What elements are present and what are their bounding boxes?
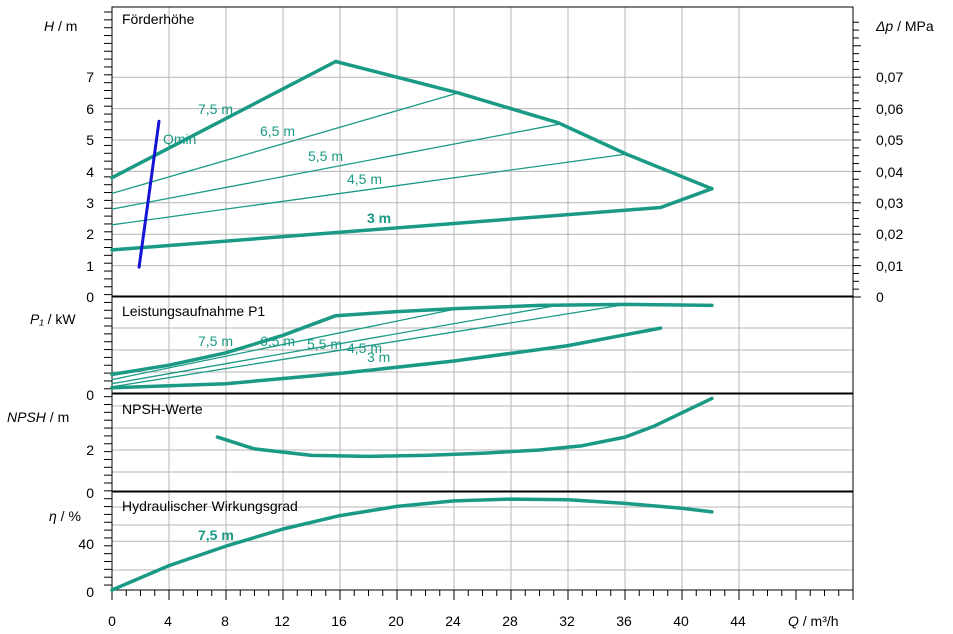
y-tick-labels-head: 0 1 2 3 4 5 6 7 bbox=[86, 69, 94, 305]
right-tick-label: 0,07 bbox=[876, 69, 903, 85]
curve-7-5-m-p0 bbox=[110, 59, 338, 180]
x-tick-label: 28 bbox=[502, 613, 518, 629]
qmin-label: Qmin bbox=[163, 131, 196, 147]
curve-6-5-m-p0 bbox=[111, 92, 459, 195]
speed-label-7-5: 7,5 m bbox=[198, 101, 233, 117]
y-tick-label-eff: 40 bbox=[78, 536, 94, 552]
y-tick-label-power: 0 bbox=[86, 387, 94, 403]
curve-5-5-m-p1 bbox=[111, 304, 559, 385]
y-tick-label: 0 bbox=[86, 289, 94, 305]
right-tick-label: 0,04 bbox=[876, 164, 903, 180]
curve-3-m-p0 bbox=[110, 186, 714, 252]
curve-5-5-m-p0 bbox=[111, 123, 559, 210]
curve-7-5-m-p1 bbox=[110, 302, 714, 377]
panel-frame bbox=[111, 6, 854, 298]
speed-label-6-5: 6,5 m bbox=[260, 123, 295, 139]
right-tick-label: 0 bbox=[876, 289, 884, 305]
right-tick-label: 0,03 bbox=[876, 195, 903, 211]
y-tick-labels-pressure: 0 0,01 0,02 0,03 0,04 0,05 0,06 0,07 bbox=[876, 69, 903, 305]
power-label-5-5: 5,5 m bbox=[307, 336, 342, 352]
y-tick-label-eff: 0 bbox=[86, 584, 94, 600]
ylabel-power: P₁ / kW bbox=[30, 311, 76, 327]
right-tick-label: 0,01 bbox=[876, 258, 903, 274]
panel-frame bbox=[111, 393, 854, 493]
y-tick-label: 5 bbox=[86, 132, 94, 148]
eff-label-7-5: 7,5 m bbox=[198, 527, 234, 543]
speed-label-5-5: 5,5 m bbox=[308, 148, 343, 164]
curve-4-5-m-p1 bbox=[111, 303, 628, 388]
speed-labels-head: 7,5 m 6,5 m 5,5 m 4,5 m 3 m Qmin bbox=[163, 101, 391, 226]
power-label-4-5: 4,5 m bbox=[347, 340, 382, 356]
y-tick-label: 3 bbox=[86, 195, 94, 211]
x-tick-label: 44 bbox=[730, 613, 746, 629]
curve-layer bbox=[110, 59, 714, 592]
y-tick-label: 2 bbox=[86, 226, 94, 242]
y-tick-label-npsh: 0 bbox=[86, 485, 94, 501]
right-tick-label: 0,06 bbox=[876, 101, 903, 117]
y-tick-label: 6 bbox=[86, 101, 94, 117]
right-tick-label: 0,05 bbox=[876, 132, 903, 148]
power-label-3: 3 m bbox=[367, 349, 390, 365]
curve-7-5-m-p3 bbox=[110, 497, 714, 592]
x-tick-labels: 0 4 8 12 16 20 24 28 32 36 40 44 bbox=[108, 613, 746, 629]
x-tick-label: 8 bbox=[221, 613, 229, 629]
speed-label-3: 3 m bbox=[367, 210, 391, 226]
x-tick-label: 24 bbox=[445, 613, 461, 629]
panel-title-leistungsaufnahme: Leistungsaufnahme P1 bbox=[122, 303, 265, 319]
qmin-line bbox=[137, 119, 161, 269]
x-tick-label: 32 bbox=[559, 613, 575, 629]
power-label-6-5: 6,5 m bbox=[260, 333, 295, 349]
ylabel-head: H / m bbox=[44, 18, 77, 34]
ylabel-right-pressure: Δp / MPa bbox=[875, 18, 934, 34]
x-tick-label: 20 bbox=[388, 613, 404, 629]
curve-max-p0 bbox=[333, 59, 714, 191]
curve-6-5-m-p1 bbox=[111, 307, 459, 381]
y-tick-label: 1 bbox=[86, 258, 94, 274]
ylabel-npsh: NPSH / m bbox=[7, 409, 69, 425]
panel-title-foerderhoehe: Förderhöhe bbox=[122, 11, 195, 27]
x-tick-label: 36 bbox=[616, 613, 632, 629]
x-tick-label: 0 bbox=[108, 613, 116, 629]
curve-3-m-p1 bbox=[110, 326, 663, 390]
x-tick-label: 4 bbox=[164, 613, 172, 629]
curve-max-p2 bbox=[215, 396, 714, 459]
power-label-7-5: 7,5 m bbox=[198, 333, 233, 349]
right-tick-label: 0,02 bbox=[876, 226, 903, 242]
x-tick-label: 40 bbox=[673, 613, 689, 629]
speed-labels-power: 7,5 m 6,5 m 5,5 m 4,5 m 3 m bbox=[198, 333, 390, 365]
xlabel-flow: Q / m³/h bbox=[788, 613, 839, 629]
x-tick-label: 12 bbox=[274, 613, 290, 629]
curve-4-5-m-p0 bbox=[111, 153, 628, 226]
speed-label-4-5: 4,5 m bbox=[347, 171, 382, 187]
panel-title-npsh: NPSH-Werte bbox=[122, 401, 203, 417]
panel-title-wirkungsgrad: Hydraulischer Wirkungsgrad bbox=[122, 498, 298, 514]
grid-layer bbox=[112, 7, 853, 590]
axis-layer bbox=[104, 6, 861, 600]
y-tick-label: 7 bbox=[86, 69, 94, 85]
y-tick-label: 4 bbox=[86, 164, 94, 180]
x-tick-label: 16 bbox=[331, 613, 347, 629]
ylabel-efficiency: η / % bbox=[49, 508, 81, 524]
y-tick-label-npsh: 2 bbox=[86, 442, 94, 458]
